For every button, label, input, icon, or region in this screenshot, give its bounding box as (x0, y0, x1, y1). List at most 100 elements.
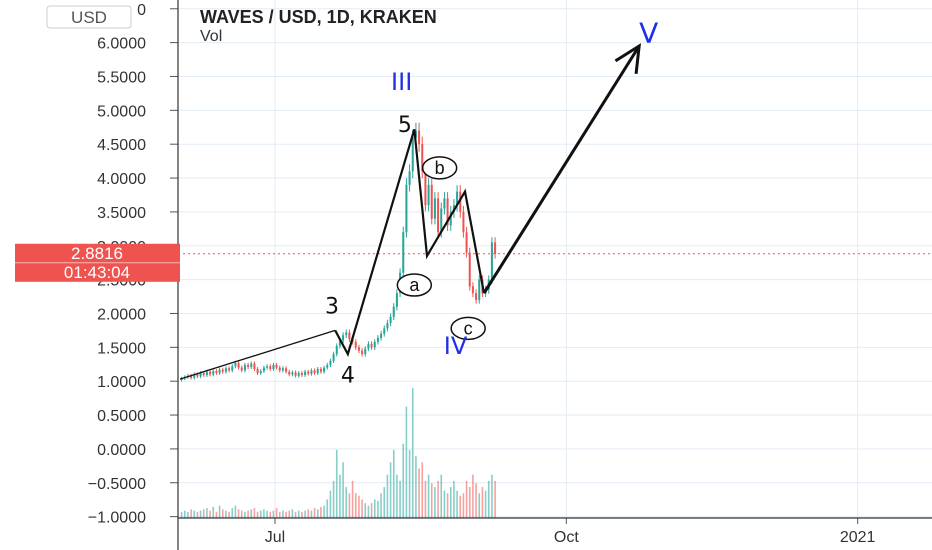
candle-body (418, 130, 421, 145)
time-axis[interactable]: Jul Oct 2021 (178, 517, 932, 546)
candle-body (395, 293, 398, 307)
volume-bar (313, 508, 316, 518)
candle-body (224, 368, 227, 372)
price-tick-label: 0.0000 (97, 442, 146, 459)
candle-body (345, 332, 348, 336)
time-tick-label: 2021 (840, 529, 876, 546)
candle-body (250, 363, 253, 367)
volume-bar (215, 511, 218, 518)
volume-bar (418, 468, 420, 518)
candle-body (193, 374, 196, 378)
candle-body (278, 367, 281, 371)
volume-bar (199, 510, 202, 518)
wave-arrow-shaft (482, 45, 641, 294)
volume-bar (408, 449, 411, 518)
candle-body (275, 364, 278, 368)
volume-bar (237, 509, 240, 518)
volume-bar (212, 506, 215, 518)
candle-body (262, 367, 265, 372)
volume-bar (361, 499, 363, 518)
candle-body (411, 137, 414, 172)
volume-bar (462, 493, 465, 518)
candle-body (259, 371, 262, 374)
candle-body (228, 368, 231, 371)
volume-bar (430, 483, 433, 518)
volume-bar (288, 510, 291, 518)
volume-bar (244, 511, 246, 518)
candle-body (389, 316, 392, 323)
candle-body (247, 364, 250, 367)
candle-body (329, 360, 332, 365)
candle-body (323, 367, 326, 372)
candle-body (342, 335, 345, 341)
volume-bar (380, 493, 382, 518)
volume-bar (348, 493, 351, 518)
volume-bar (478, 493, 481, 518)
volume-bar (190, 509, 192, 518)
wave-labels: 3 4 5 III a b cIV V (325, 17, 658, 389)
currency-button[interactable]: USD (46, 5, 132, 29)
candle-body (310, 370, 313, 374)
candle-body (383, 328, 386, 334)
candle-body (421, 144, 424, 172)
wave-circle-c (450, 316, 486, 341)
volume-bar (202, 509, 205, 518)
candle-body (253, 363, 256, 370)
candle-body (402, 232, 405, 273)
wave-label-4: 4 (341, 364, 355, 389)
candle-body (205, 371, 208, 376)
wave-circle-b (421, 156, 458, 180)
candle-body (361, 350, 364, 355)
last-price-tag: 2.8816 01:43:04 (15, 243, 180, 282)
volume-bar (415, 456, 417, 518)
chart-grid (178, 0, 932, 518)
candle-body (300, 373, 303, 376)
volume-bar (396, 474, 398, 518)
volume-bar (272, 510, 275, 518)
volume-bar (218, 505, 221, 518)
volume-bar (399, 480, 401, 518)
price-tick-label: 1.0000 (97, 374, 146, 391)
volume-bar (291, 509, 294, 518)
volume-bar (377, 500, 379, 518)
volume-bar (481, 487, 484, 518)
volume-bar (339, 474, 341, 518)
volume-bar (453, 480, 455, 518)
volume-bar (367, 505, 370, 518)
wave-label-b: b (435, 158, 445, 178)
currency-button-label: USD (71, 8, 107, 27)
volume-bar (282, 510, 284, 518)
volume-bar (225, 510, 227, 518)
volume-bar (187, 511, 189, 518)
volume-bar (275, 508, 278, 518)
volume-bar (278, 511, 281, 518)
candle-body (437, 198, 440, 233)
wave-label-3: 3 (325, 294, 339, 319)
candle-body (266, 366, 269, 368)
price-tick-label: 0.5000 (97, 408, 146, 425)
candle-body (478, 279, 481, 300)
candle-body (376, 337, 379, 342)
candle-body (256, 369, 259, 374)
candle-body (440, 208, 443, 233)
candle-body (304, 371, 307, 376)
candle-body (209, 371, 212, 375)
volume-bar (240, 510, 243, 518)
volume-bar (389, 462, 392, 518)
volume-bar (392, 449, 395, 518)
candle-body (313, 370, 316, 374)
price-axis[interactable]: −1.0000 −0.5000 0.0000 0.5000 1.0000 1.5000 2.… (88, 0, 179, 550)
candle-body (424, 171, 427, 206)
candle-body (465, 232, 468, 253)
candle-body (462, 211, 465, 233)
volume-bar (440, 474, 443, 518)
candle-body (319, 369, 322, 372)
volume-bar (253, 508, 256, 518)
volume-bar (231, 508, 234, 518)
volume-bar (484, 490, 487, 518)
candle-body (240, 367, 243, 371)
candle-body (215, 371, 218, 374)
candle-body (380, 333, 383, 338)
volume-bar (475, 483, 477, 518)
